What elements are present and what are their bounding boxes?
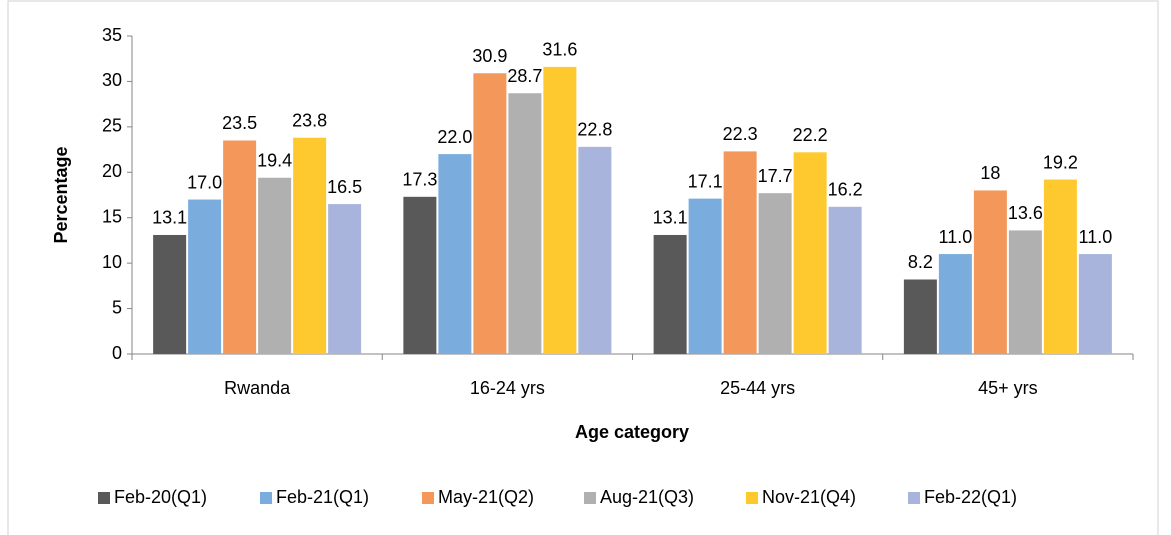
bar (403, 196, 437, 354)
data-label: 30.9 (472, 46, 507, 66)
bar (828, 206, 862, 354)
bar (508, 93, 542, 355)
legend-label: Feb-20(Q1) (114, 487, 207, 507)
bar (1008, 230, 1042, 354)
bar (223, 140, 257, 354)
data-label: 28.7 (507, 66, 542, 86)
y-tick-label: 10 (102, 252, 122, 272)
bar (293, 137, 327, 354)
bar (578, 146, 612, 354)
data-label: 22.3 (723, 124, 758, 144)
bar (653, 234, 687, 354)
legend-swatch (908, 492, 920, 504)
data-label: 18 (980, 163, 1000, 183)
bar (793, 152, 827, 354)
data-label: 23.8 (292, 111, 327, 131)
legend-label: Feb-21(Q1) (276, 487, 369, 507)
legend-swatch (260, 492, 272, 504)
data-label: 22.0 (437, 127, 472, 147)
data-label: 17.1 (688, 171, 723, 191)
data-label: 23.5 (222, 113, 257, 133)
bar (258, 177, 292, 354)
x-tick-label: 25-44 yrs (720, 378, 795, 398)
bar (473, 73, 507, 354)
data-label: 11.0 (939, 227, 973, 247)
data-label: 17.7 (758, 166, 793, 186)
bar (153, 234, 187, 354)
legend-swatch (422, 492, 434, 504)
bar (688, 198, 722, 354)
bar (328, 204, 362, 354)
bar (543, 66, 577, 355)
data-label: 13.6 (1008, 203, 1043, 223)
y-tick-label: 35 (102, 25, 122, 45)
data-label: 31.6 (542, 40, 577, 60)
legend-swatch (746, 492, 758, 504)
y-tick-label: 0 (112, 343, 122, 363)
legend-label: Nov-21(Q4) (762, 487, 856, 507)
y-tick-label: 25 (102, 116, 122, 136)
data-label: 11.0 (1079, 227, 1113, 247)
legend-label: May-21(Q2) (438, 487, 534, 507)
data-label: 17.0 (187, 172, 222, 192)
x-axis-title: Age category (575, 422, 689, 442)
data-label: 22.2 (793, 125, 828, 145)
x-tick-label: Rwanda (224, 378, 291, 398)
bar (973, 190, 1007, 354)
bar (1043, 179, 1077, 354)
bar (438, 154, 472, 354)
bar (1078, 254, 1112, 354)
data-label: 22.8 (577, 120, 612, 140)
bar (188, 199, 222, 354)
x-tick-label: 45+ yrs (978, 378, 1038, 398)
data-label: 17.3 (402, 170, 437, 190)
legend-label: Feb-22(Q1) (924, 487, 1017, 507)
data-label: 13.1 (152, 208, 187, 228)
data-label: 16.5 (327, 177, 362, 197)
legend-label: Aug-21(Q3) (600, 487, 694, 507)
bar (938, 254, 972, 354)
y-tick-label: 5 (112, 297, 122, 317)
data-label: 8.2 (908, 252, 933, 272)
legend-swatch (98, 492, 110, 504)
bar (903, 279, 937, 354)
bar (723, 151, 757, 354)
data-label: 13.1 (653, 208, 688, 228)
y-tick-label: 30 (102, 70, 122, 90)
y-axis-title: Percentage (51, 146, 71, 243)
data-label: 19.4 (257, 150, 292, 170)
chart-border (7, 0, 1159, 535)
bar (758, 193, 792, 354)
y-tick-label: 15 (102, 206, 122, 226)
data-label: 19.2 (1043, 152, 1078, 172)
data-label: 16.2 (828, 180, 863, 200)
legend-swatch (584, 492, 596, 504)
y-tick-label: 20 (102, 161, 122, 181)
x-tick-label: 16-24 yrs (470, 378, 545, 398)
